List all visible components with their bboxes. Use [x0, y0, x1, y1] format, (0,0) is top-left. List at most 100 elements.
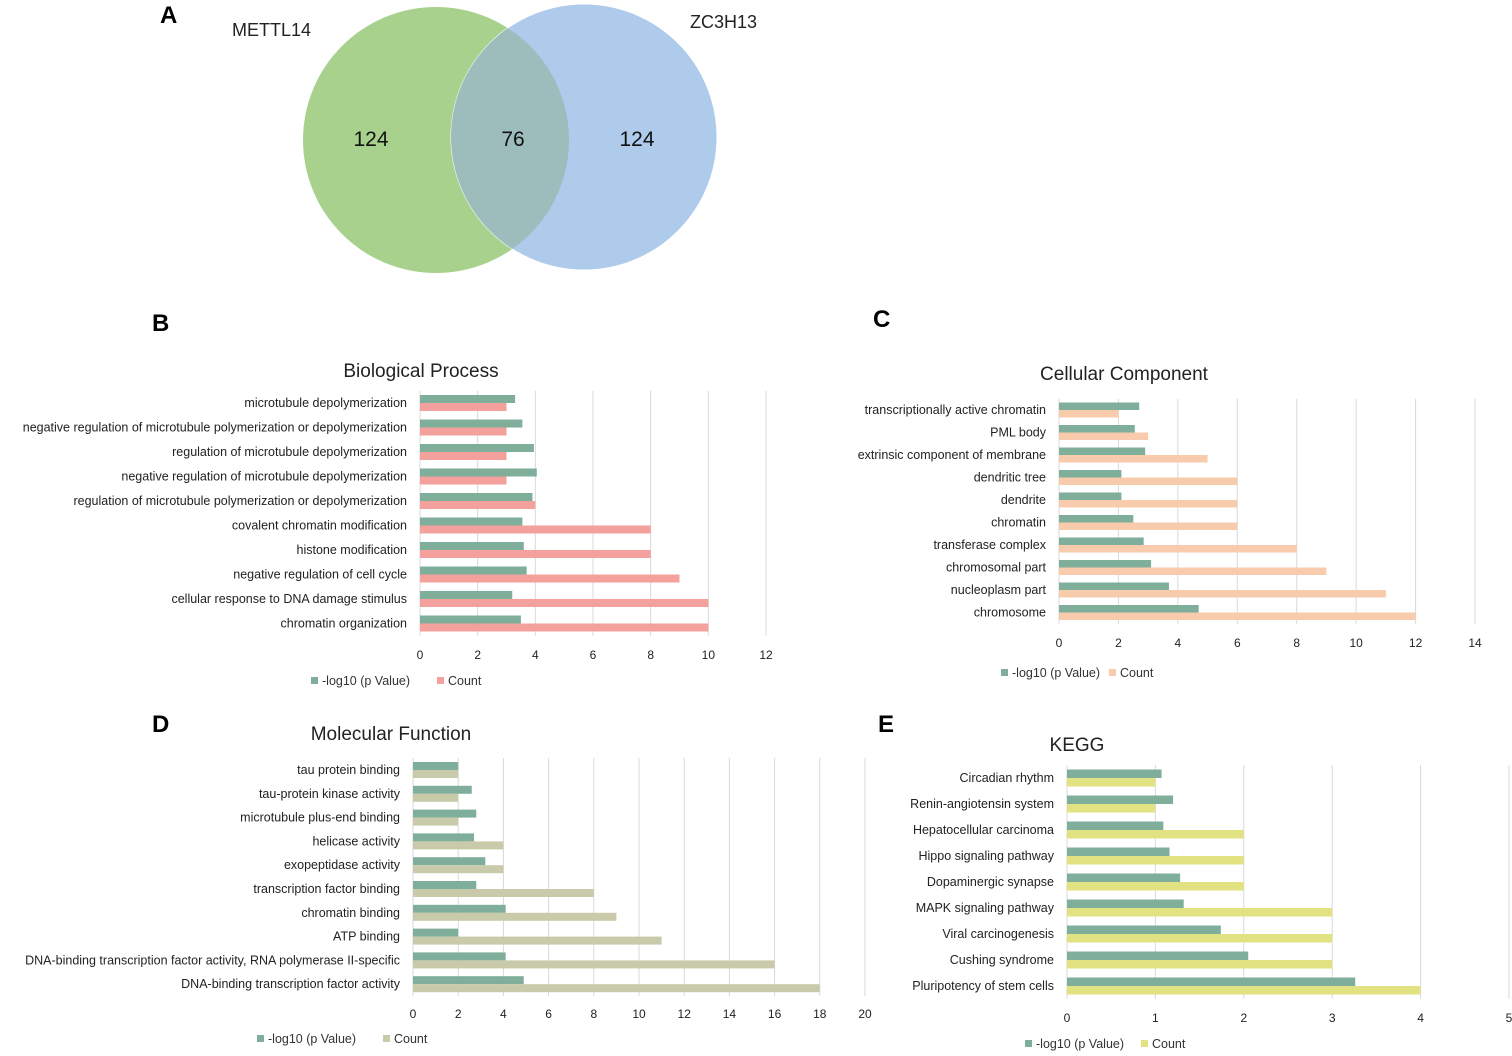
venn-count-zc3h13-only: 124	[619, 128, 654, 151]
x-tick-label: 6	[590, 648, 597, 662]
category-label: Hippo signaling pathway	[918, 849, 1054, 863]
bar-log10-pvalue	[413, 809, 477, 818]
bar-count	[1059, 455, 1208, 463]
x-tick-label: 2	[1240, 1011, 1247, 1025]
x-tick-label: 8	[1293, 636, 1300, 650]
x-tick-label: 8	[647, 648, 654, 662]
bar-log10-pvalue	[1067, 769, 1162, 778]
x-tick-label: 14	[723, 1007, 737, 1021]
x-tick-label: 4	[1417, 1011, 1424, 1025]
bar-log10-pvalue	[1067, 873, 1181, 882]
x-tick-label: 2	[1115, 636, 1122, 650]
category-label: ATP binding	[333, 930, 400, 944]
bar-log10-pvalue	[1059, 605, 1199, 613]
category-label: dendritic tree	[974, 471, 1046, 485]
bar-count	[413, 889, 594, 897]
category-label: regulation of microtubule depolymerizati…	[172, 445, 407, 459]
legend-swatch	[1141, 1040, 1148, 1047]
category-label: histone modification	[297, 543, 408, 557]
category-label: chromosomal part	[946, 561, 1047, 575]
panel-letter-c: C	[873, 306, 890, 333]
bar-log10-pvalue	[420, 493, 533, 501]
panel-letter-a: A	[160, 2, 177, 29]
bar-log10-pvalue	[1059, 447, 1146, 455]
category-label: chromatin	[991, 516, 1046, 530]
x-tick-label: 5	[1506, 1011, 1512, 1025]
bar-count	[1059, 410, 1119, 418]
bar-log10-pvalue	[1067, 847, 1170, 856]
bar-log10-pvalue	[1059, 425, 1135, 433]
x-tick-label: 6	[1234, 636, 1241, 650]
bar-count	[420, 476, 507, 485]
x-tick-label: 4	[1175, 636, 1182, 650]
x-tick-label: 16	[768, 1007, 782, 1021]
category-label: Circadian rhythm	[960, 771, 1054, 785]
bar-count	[1059, 545, 1297, 553]
bar-count	[1059, 432, 1149, 440]
panel-letter-d: D	[152, 711, 169, 738]
legend-label: Count	[1120, 666, 1154, 680]
bar-log10-pvalue	[1059, 515, 1134, 523]
bar-log10-pvalue	[413, 928, 459, 937]
bar-count	[1059, 522, 1238, 530]
bar-count	[420, 452, 507, 460]
legend-label: Count	[394, 1032, 428, 1046]
x-tick-label: 0	[1056, 636, 1063, 650]
panel-letter-e: E	[878, 711, 894, 738]
bar-count	[1067, 778, 1156, 787]
x-tick-label: 14	[1468, 636, 1482, 650]
x-tick-label: 12	[678, 1007, 692, 1021]
category-label: Cushing syndrome	[950, 953, 1054, 967]
category-label: tau-protein kinase activity	[259, 787, 401, 801]
category-label: exopeptidase activity	[284, 858, 401, 872]
bar-log10-pvalue	[420, 468, 537, 477]
category-label: Dopaminergic synapse	[927, 875, 1054, 889]
bar-count	[413, 770, 459, 778]
legend-swatch	[257, 1035, 264, 1042]
legend-label: Count	[1152, 1037, 1186, 1051]
bar-log10-pvalue	[1067, 795, 1174, 804]
category-label: extrinsic component of membrane	[858, 448, 1046, 462]
category-label: transcription factor binding	[253, 882, 400, 896]
bar-log10-pvalue	[1067, 925, 1221, 934]
x-tick-label: 18	[813, 1007, 827, 1021]
x-tick-label: 8	[590, 1007, 597, 1021]
bar-log10-pvalue	[420, 517, 523, 526]
bar-log10-pvalue	[1067, 951, 1249, 960]
category-label: chromosome	[974, 606, 1046, 620]
bar-log10-pvalue	[420, 395, 516, 403]
category-label: negative regulation of microtubule polym…	[23, 421, 407, 435]
category-label: DNA-binding transcription factor activit…	[181, 977, 401, 991]
category-label: dendrite	[1001, 493, 1046, 507]
x-tick-label: 2	[455, 1007, 462, 1021]
bar-count	[413, 984, 820, 993]
bar-count	[420, 599, 709, 607]
bar-count	[420, 501, 536, 509]
venn-label-zc3h13: ZC3H13	[690, 12, 757, 32]
x-tick-label: 6	[545, 1007, 552, 1021]
x-tick-label: 12	[759, 648, 773, 662]
bar-log10-pvalue	[413, 952, 506, 961]
bar-count	[1059, 612, 1416, 620]
category-label: Renin-angiotensin system	[910, 797, 1054, 811]
bar-count	[420, 574, 680, 583]
bar-count	[420, 403, 507, 411]
category-label: chromatin organization	[281, 617, 408, 631]
legend-swatch	[383, 1035, 390, 1042]
category-label: cellular response to DNA damage stimulus	[171, 592, 407, 606]
bar-log10-pvalue	[1059, 470, 1122, 478]
category-label: Pluripotency of stem cells	[912, 979, 1054, 993]
x-tick-label: 1	[1152, 1011, 1159, 1025]
category-label: nucleoplasm part	[951, 583, 1047, 597]
category-label: PML body	[990, 426, 1047, 440]
category-label: negative regulation of microtubule depol…	[121, 470, 407, 484]
bar-count	[1067, 804, 1156, 813]
legend-swatch	[1025, 1040, 1032, 1047]
venn-overlap-region	[451, 7, 569, 270]
bar-log10-pvalue	[413, 904, 506, 913]
bar-count	[1059, 567, 1327, 575]
bar-count	[413, 936, 662, 945]
category-label: negative regulation of cell cycle	[233, 568, 407, 582]
category-label: Viral carcinogenesis	[942, 927, 1054, 941]
bar-count	[1059, 590, 1386, 598]
